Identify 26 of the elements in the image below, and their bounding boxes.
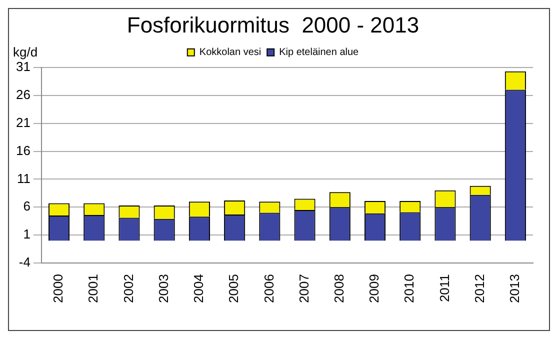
x-tick-label: 2013	[507, 274, 522, 303]
x-tick-label: 2002	[120, 274, 136, 303]
x-tick-label: 2010	[402, 274, 417, 303]
x-tick-label: 2005	[226, 274, 242, 303]
x-tick-label: 2001	[86, 274, 101, 303]
x-tick-label: 2000	[50, 274, 66, 303]
x-tick-label: 2004	[191, 274, 206, 303]
legend-label: Kokkolan vesi	[199, 47, 262, 58]
x-tick-label: 2007	[296, 274, 312, 303]
x-tick-label: 2006	[261, 274, 276, 303]
y-axis-title: kg/d	[13, 44, 38, 60]
y-tick-label: 21	[16, 114, 30, 130]
x-tick-label: 2009	[366, 274, 382, 303]
y-tick-label: -4	[18, 254, 30, 270]
x-tick-label: 2008	[331, 274, 346, 303]
y-tick-label: 26	[16, 86, 30, 102]
y-tick-label: 6	[23, 198, 30, 214]
y-tick-label: 31	[16, 58, 30, 74]
y-tick-label: 1	[23, 226, 30, 242]
x-tick-label: 2012	[472, 274, 487, 303]
chart-title: Fosforikuormitus 2000 - 2013	[126, 12, 420, 38]
legend-label: Kip eteläinen alue	[279, 47, 360, 58]
x-tick-label: 2011	[436, 274, 452, 302]
y-tick-label: 16	[16, 142, 30, 158]
x-tick-label: 2003	[156, 274, 171, 303]
y-tick-label: 11	[16, 170, 30, 186]
